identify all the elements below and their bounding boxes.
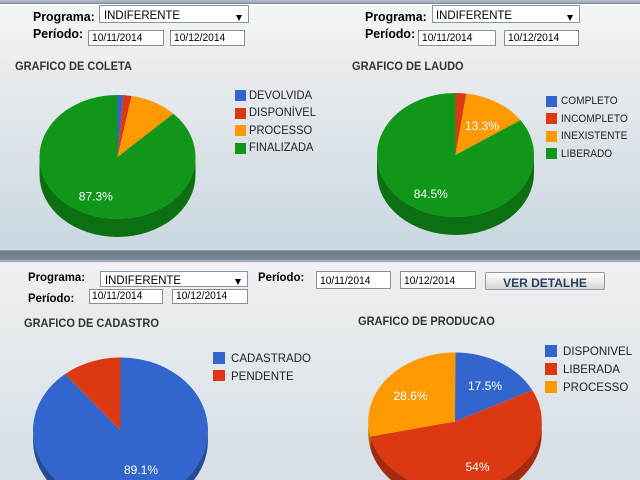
svg-text:84.5%: 84.5% <box>414 187 448 201</box>
svg-text:17.5%: 17.5% <box>468 379 502 393</box>
svg-text:28.6%: 28.6% <box>393 389 427 403</box>
svg-text:13.3%: 13.3% <box>465 119 499 133</box>
svg-text:54%: 54% <box>465 460 489 474</box>
svg-text:87.3%: 87.3% <box>79 190 113 204</box>
svg-text:89.1%: 89.1% <box>124 463 158 477</box>
